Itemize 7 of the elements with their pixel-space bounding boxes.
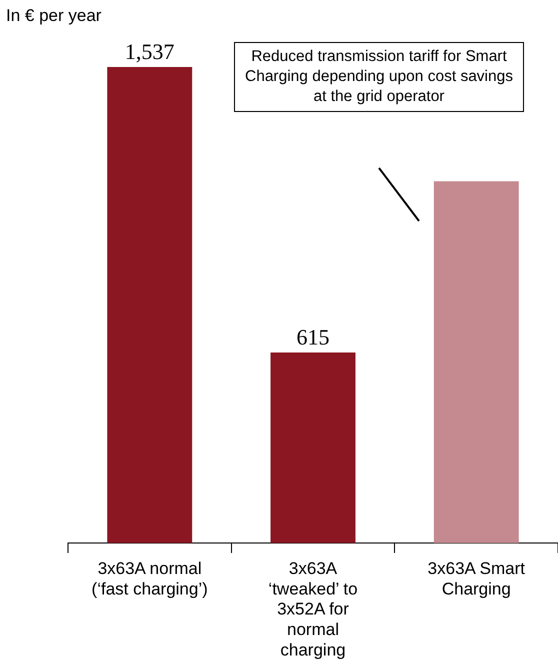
x-tick-label: 3x63A normal (‘fast charging’) — [92, 558, 208, 598]
chart-subtitle: In € per year — [6, 6, 102, 26]
x-tick-label: 3x63A ‘tweaked’ to 3x52A for normal charging — [268, 558, 358, 660]
data-label: 1,537 — [124, 38, 174, 64]
x-tick-label: 3x63A Smart Charging — [428, 558, 526, 598]
data-label: 615 — [296, 324, 330, 350]
annotation: Reduced transmission tariff for Smart Charging depending upon cost savings at the grid operator — [234, 42, 524, 112]
